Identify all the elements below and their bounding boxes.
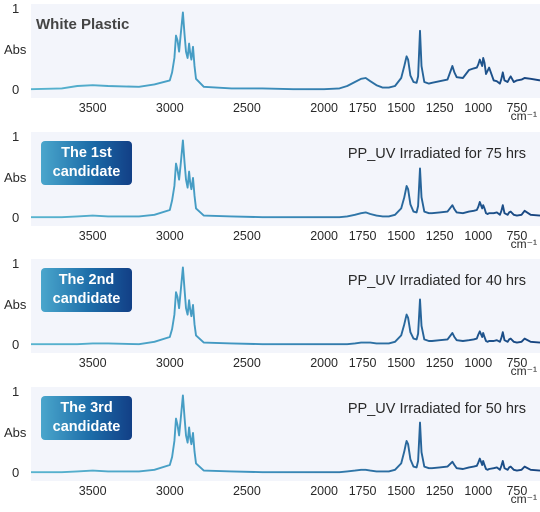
- x-tick-label: 1250: [425, 101, 454, 115]
- x-tick-label: 3500: [78, 356, 107, 370]
- x-tick-label: 1500: [387, 356, 416, 370]
- x-tick-label: 1250: [425, 484, 454, 498]
- y-tick-max: 1: [12, 129, 20, 144]
- candidate-badge-line: candidate: [52, 164, 121, 180]
- irradiation-condition: PP_UV Irradiated for 50 hrs: [347, 401, 526, 417]
- spectrum-panel-4: 1 Abs 0 3500 3000 2500 2000 1750 1500 1250 1000 750…: [0, 383, 540, 511]
- y-axis-label: Abs: [4, 42, 27, 57]
- x-tick-label: 3000: [155, 356, 184, 370]
- x-tick-label: 2500: [232, 229, 261, 243]
- x-tick-label: 1500: [387, 484, 416, 498]
- x-tick-label: 750: [506, 484, 528, 498]
- x-tick-label: 750: [506, 229, 528, 243]
- x-tick-label: 2000: [310, 101, 338, 115]
- x-tick-label: 1000: [464, 229, 493, 243]
- spectrum-line: [31, 139, 540, 219]
- y-axis-label: Abs: [4, 170, 27, 185]
- x-axis-unit: cm⁻¹: [510, 364, 537, 378]
- x-tick-label: 1250: [425, 229, 454, 243]
- x-tick-label: 1500: [387, 101, 416, 115]
- x-tick-label: 1250: [425, 356, 454, 370]
- y-tick-min: 0: [12, 465, 20, 480]
- x-tick-label: 1000: [464, 101, 493, 115]
- y-tick-min: 0: [12, 337, 20, 352]
- x-tick-label: 1750: [348, 229, 377, 243]
- x-tick-label: 1500: [387, 229, 416, 243]
- x-tick-label: 2500: [232, 356, 261, 370]
- spectrum-plot: [31, 266, 540, 346]
- candidate-badge-line: candidate: [52, 419, 121, 435]
- spectrum-panel-3: 1 Abs 0 3500 3000 2500 2000 1750 1500 1250 1000 750…: [0, 255, 540, 383]
- x-tick-label: 1000: [464, 356, 493, 370]
- x-tick-label: 1000: [464, 484, 493, 498]
- spectrum-line: [31, 266, 540, 346]
- candidate-badge: The 3rd candidate: [41, 396, 132, 440]
- candidate-badge-line: candidate: [52, 291, 121, 307]
- candidate-badge-line: The 2nd: [58, 272, 115, 288]
- irradiation-condition: PP_UV Irradiated for 75 hrs: [347, 146, 526, 162]
- spectrum-line: [30, 11, 540, 91]
- x-tick-label: 2500: [232, 484, 261, 498]
- x-tick-label: 3000: [155, 101, 184, 115]
- candidate-badge: The 1st candidate: [41, 141, 132, 185]
- chart-title: White Plastic: [36, 16, 130, 33]
- x-tick-label: 750: [506, 356, 528, 370]
- y-tick-min: 0: [12, 210, 20, 225]
- y-axis-label: Abs: [4, 297, 27, 312]
- plot-area: [31, 4, 540, 98]
- x-axis-unit: cm⁻¹: [510, 237, 537, 251]
- y-axis-label: Abs: [4, 425, 27, 440]
- spectrum-panel-1: 1 Abs 0 3500 3000 2500 2000 1750 1500 1250 1000 750…: [0, 0, 540, 128]
- irradiation-condition: PP_UV Irradiated for 40 hrs: [347, 273, 526, 289]
- x-tick-label: 1750: [348, 356, 377, 370]
- x-tick-label: 1750: [348, 101, 377, 115]
- x-tick-label: 2500: [232, 101, 261, 115]
- x-axis-unit: cm⁻¹: [510, 492, 537, 506]
- y-tick-min: 0: [12, 82, 20, 97]
- x-tick-label: 750: [506, 101, 528, 115]
- x-tick-label: 2000: [310, 356, 338, 370]
- x-tick-label: 3500: [78, 229, 107, 243]
- y-tick-max: 1: [12, 384, 20, 399]
- y-tick-max: 1: [12, 1, 20, 16]
- candidate-badge-line: The 3rd: [60, 400, 113, 416]
- x-tick-label: 1750: [348, 484, 377, 498]
- x-tick-label: 3500: [78, 484, 107, 498]
- x-tick-label: 3000: [155, 484, 184, 498]
- spectrum-plot: [30, 11, 540, 91]
- x-tick-label: 2000: [310, 229, 338, 243]
- x-tick-label: 3000: [155, 229, 184, 243]
- candidate-badge: The 2nd candidate: [41, 268, 132, 312]
- x-tick-label: 3500: [78, 101, 107, 115]
- x-axis-unit: cm⁻¹: [510, 109, 537, 123]
- y-tick-max: 1: [12, 256, 20, 271]
- spectrum-plot: [31, 139, 540, 219]
- spectrum-panel-2: 1 Abs 0 3500 3000 2500 2000 1750 1500 1250 1000 750…: [0, 128, 540, 256]
- x-tick-label: 2000: [310, 484, 338, 498]
- spectrum-line: [31, 394, 540, 474]
- spectrum-plot: [31, 394, 540, 474]
- candidate-badge-line: The 1st: [61, 145, 112, 161]
